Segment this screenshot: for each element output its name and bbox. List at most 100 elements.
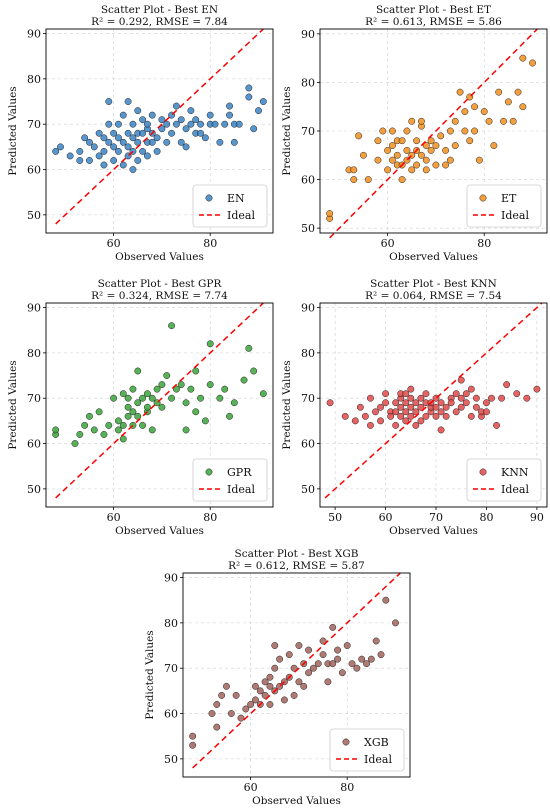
y-axis-label: Predicted Values — [144, 630, 156, 719]
data-point — [187, 107, 195, 115]
data-point — [232, 691, 240, 699]
data-point — [206, 340, 214, 348]
legend-box — [466, 458, 542, 502]
data-point — [437, 408, 445, 416]
y-tick-label: 60 — [301, 438, 315, 451]
y-axis-label: Predicted Values — [281, 86, 293, 175]
data-point — [504, 98, 512, 106]
legend-box — [329, 728, 405, 772]
data-point — [407, 385, 415, 393]
data-point — [437, 426, 445, 434]
data-point — [163, 120, 171, 128]
data-point — [213, 723, 221, 731]
data-point — [461, 127, 469, 135]
y-tick-label: 50 — [27, 483, 41, 496]
data-point — [129, 385, 137, 393]
legend-label: KNN — [501, 466, 529, 479]
data-point — [471, 103, 479, 111]
data-point — [388, 127, 396, 135]
data-point — [134, 367, 142, 375]
data-point — [251, 682, 259, 690]
legend: ET Ideal — [466, 184, 542, 228]
data-point — [413, 161, 421, 169]
data-point — [402, 408, 410, 416]
y-tick-label: 70 — [301, 125, 315, 138]
data-point — [408, 166, 416, 174]
data-point — [143, 390, 151, 398]
data-point — [182, 143, 190, 151]
y-axis-label: Predicted Values — [281, 360, 293, 449]
data-point — [182, 399, 190, 407]
data-point — [197, 120, 205, 128]
data-point — [314, 660, 322, 668]
data-point — [402, 390, 410, 398]
data-point — [366, 394, 374, 402]
data-point — [471, 127, 479, 135]
y-tick-label: 50 — [301, 483, 315, 496]
data-point — [384, 146, 392, 154]
data-point — [206, 381, 214, 389]
data-point — [407, 412, 415, 420]
data-point — [129, 166, 137, 173]
data-point — [119, 421, 127, 429]
data-point — [382, 596, 390, 604]
data-point — [119, 111, 127, 119]
data-point — [245, 84, 253, 92]
data-point — [446, 127, 454, 135]
data-point — [467, 412, 475, 420]
data-point — [172, 120, 180, 128]
data-point — [466, 137, 474, 145]
x-tick-label: 90 — [530, 511, 544, 524]
data-point — [158, 403, 166, 411]
data-point — [218, 691, 226, 699]
legend-label: EN — [227, 192, 245, 205]
data-point — [95, 152, 103, 160]
data-point — [110, 157, 118, 164]
data-point — [488, 394, 495, 402]
data-point — [379, 127, 387, 135]
data-point — [245, 93, 253, 101]
x-tick-label: 50 — [328, 511, 342, 524]
data-point — [300, 682, 308, 690]
data-point — [285, 651, 293, 659]
data-point — [462, 399, 470, 407]
chart-title: Scatter Plot - Best EN — [101, 4, 218, 16]
data-point — [134, 399, 142, 407]
y-tick-label: 80 — [301, 76, 315, 89]
data-point — [259, 390, 267, 398]
data-point — [134, 107, 142, 115]
data-point — [442, 161, 450, 169]
data-point — [367, 655, 375, 663]
y-tick-label: 80 — [27, 73, 41, 86]
data-point — [452, 408, 460, 416]
data-point — [201, 134, 209, 142]
data-point — [189, 741, 197, 749]
data-point — [100, 431, 108, 438]
data-point — [143, 403, 151, 411]
data-point — [509, 117, 517, 125]
data-point — [412, 399, 420, 407]
data-point — [451, 117, 459, 125]
legend-box — [466, 184, 542, 228]
data-point — [417, 403, 425, 411]
y-tick-label: 80 — [301, 347, 315, 360]
data-point — [533, 385, 541, 393]
y-tick-label: 50 — [301, 222, 315, 235]
data-point — [105, 138, 113, 146]
data-point — [235, 120, 243, 128]
data-point — [483, 399, 490, 407]
chart-subtitle: R² = 0.064, RMSE = 7.54 — [365, 290, 502, 302]
data-point — [363, 660, 370, 668]
x-tick-label: 70 — [429, 511, 443, 524]
data-point — [326, 399, 334, 407]
data-point — [182, 125, 190, 133]
y-tick-label: 60 — [164, 708, 178, 721]
data-point — [377, 417, 384, 425]
data-point — [95, 129, 103, 137]
data-point — [358, 655, 366, 663]
data-point — [422, 412, 430, 420]
data-point — [451, 142, 459, 150]
data-point — [129, 134, 137, 142]
